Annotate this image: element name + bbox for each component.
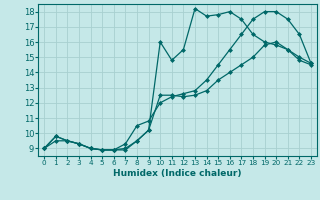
X-axis label: Humidex (Indice chaleur): Humidex (Indice chaleur) [113, 169, 242, 178]
